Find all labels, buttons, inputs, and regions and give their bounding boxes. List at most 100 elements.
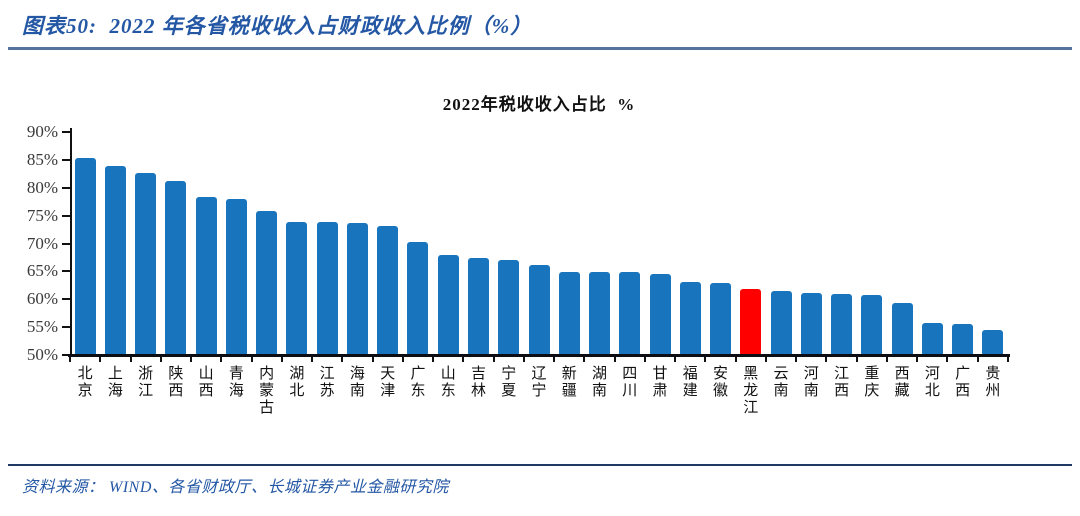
bar: [619, 272, 641, 355]
bar: [225, 198, 247, 355]
x-axis-label: 四川: [622, 366, 638, 399]
x-axis-tick: [946, 356, 949, 362]
x-axis-label: 云南: [773, 366, 789, 399]
x-axis-tick: [916, 356, 919, 362]
bar: [165, 181, 187, 355]
x-axis-tick: [159, 356, 162, 362]
bar: [589, 272, 611, 355]
y-axis-label: 70%: [26, 233, 58, 253]
x-axis-label: 青海: [228, 366, 244, 399]
y-axis-label: 75%: [26, 205, 58, 225]
bar: [770, 290, 792, 355]
bar: [195, 196, 217, 355]
x-axis-tick: [280, 356, 283, 362]
bar: [649, 274, 671, 355]
y-axis-tick: [62, 158, 70, 161]
y-axis-tick: [62, 242, 70, 245]
bar: [982, 330, 1004, 355]
y-axis-tick: [62, 354, 70, 356]
x-axis-tick: [613, 356, 616, 362]
x-axis-tick: [250, 356, 253, 362]
x-axis-tick: [129, 356, 132, 362]
x-axis-tick: [99, 356, 102, 362]
y-axis-tick: [62, 270, 70, 273]
x-axis-label: 河北: [924, 366, 940, 399]
x-axis-label: 江西: [834, 366, 850, 399]
y-axis-tick: [62, 131, 70, 133]
bar: [437, 255, 459, 355]
x-axis-tick: [492, 356, 495, 362]
x-axis-tick: [462, 356, 465, 362]
bar: [679, 281, 701, 355]
bar: [558, 271, 580, 355]
x-axis-label: 甘肃: [652, 366, 668, 399]
bar: [710, 283, 732, 355]
x-axis-tick: [583, 356, 586, 362]
x-axis-tick: [341, 356, 344, 362]
bar: [528, 264, 550, 355]
bar: [286, 221, 308, 355]
bar: [407, 241, 429, 355]
x-axis-label: 上海: [107, 366, 123, 399]
x-axis-label: 山东: [440, 366, 456, 399]
bar-highlighted: [740, 289, 762, 355]
bar: [135, 172, 157, 355]
y-axis-label: 85%: [26, 149, 58, 169]
y-axis-line: [70, 128, 72, 357]
y-axis-tick: [62, 298, 70, 301]
bar: [800, 293, 822, 355]
bar: [74, 157, 96, 355]
y-axis-tick: [62, 326, 70, 329]
x-axis-tick: [734, 356, 737, 362]
x-axis-label: 新疆: [561, 366, 577, 399]
source-note: 资料来源： WIND、各省财政厅、长城证券产业金融研究院: [22, 479, 449, 496]
x-axis-tick: [643, 356, 646, 362]
y-axis-tick: [62, 214, 70, 217]
y-axis-label: 60%: [26, 289, 58, 309]
x-axis-label: 山西: [198, 366, 214, 399]
bar: [891, 302, 913, 355]
footer-divider: [8, 464, 1072, 466]
x-axis-line: [68, 354, 1010, 357]
x-axis-label: 湖南: [592, 366, 608, 399]
x-axis-label: 贵州: [985, 366, 1001, 399]
x-axis-tick: [522, 356, 525, 362]
y-axis-label: 50%: [26, 345, 58, 364]
bar: [498, 260, 520, 355]
x-axis-label: 天津: [380, 366, 396, 399]
x-axis-tick: [1007, 356, 1009, 362]
x-axis-tick: [190, 356, 193, 362]
x-axis-label: 浙江: [138, 366, 154, 399]
bar: [377, 225, 399, 355]
x-axis-tick: [311, 356, 314, 362]
x-axis-label: 海南: [349, 366, 365, 399]
x-axis-label: 福建: [682, 366, 698, 399]
bar: [952, 324, 974, 355]
x-axis-label: 江苏: [319, 366, 335, 399]
x-axis-tick: [976, 356, 979, 362]
bar: [921, 323, 943, 355]
x-axis-tick: [220, 356, 223, 362]
x-axis-tick: [885, 356, 888, 362]
figure-caption: 图表50: 2022 年各省税收收入占财政收入比例（%）: [22, 14, 533, 38]
y-axis-label: 80%: [26, 177, 58, 197]
x-axis-tick: [371, 356, 374, 362]
x-axis-tick: [764, 356, 767, 362]
y-axis-label: 90%: [26, 122, 58, 141]
x-axis-tick: [69, 356, 71, 362]
x-axis-label: 重庆: [864, 366, 880, 399]
y-axis-label: 65%: [26, 261, 58, 281]
x-axis-tick: [825, 356, 828, 362]
chart-title: 2022年税收收入占比 %: [442, 95, 636, 114]
x-axis-label: 陕西: [168, 366, 184, 399]
x-axis-label: 内蒙古: [259, 366, 275, 416]
bar: [316, 222, 338, 355]
bar: [256, 211, 278, 355]
x-axis-label: 湖北: [289, 366, 305, 399]
bar: [467, 257, 489, 355]
x-axis-label: 安徽: [713, 366, 729, 399]
x-axis-label: 北京: [77, 366, 93, 399]
y-axis-label: 55%: [26, 317, 58, 337]
bar: [831, 293, 853, 355]
